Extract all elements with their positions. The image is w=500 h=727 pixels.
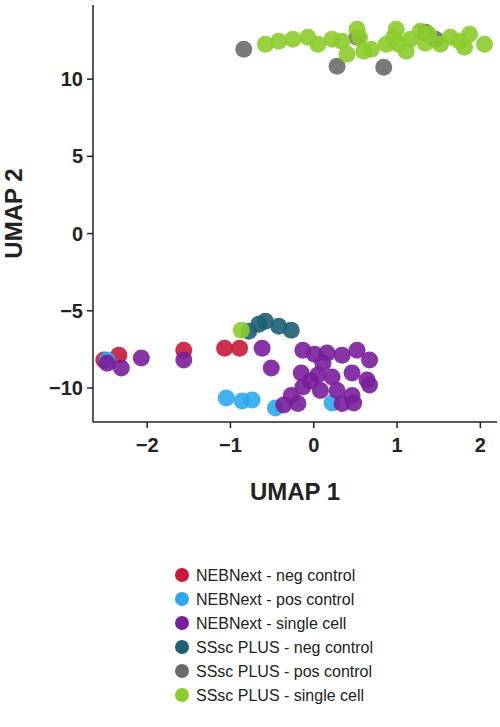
legend-label: NEBNext - single cell: [196, 615, 346, 632]
x-tick: [146, 422, 148, 428]
point: [344, 365, 361, 382]
point: [388, 21, 405, 38]
point: [284, 31, 301, 48]
point: [375, 59, 392, 76]
x-tick-label: 0: [308, 434, 319, 456]
y-tick: [87, 156, 93, 158]
legend-label: NEBNext - pos control: [196, 591, 354, 608]
legend-swatch: [175, 568, 189, 582]
point: [302, 373, 319, 390]
point: [345, 395, 362, 412]
point: [355, 43, 372, 60]
x-axis-title: UMAP 1: [250, 478, 340, 505]
x-tick: [480, 422, 482, 428]
point: [289, 395, 306, 412]
legend-label: SSsc PLUS - pos control: [196, 663, 372, 680]
y-tick-label: −5: [60, 300, 83, 322]
point: [476, 36, 493, 53]
chart: −2−1012−10−50510UMAP 1UMAP 2NEBNext - ne…: [0, 0, 500, 727]
x-tick-label: 1: [391, 434, 402, 456]
legend-swatch: [175, 664, 189, 678]
legend-label: NEBNext - neg control: [196, 567, 355, 584]
point: [361, 377, 378, 394]
point: [254, 340, 271, 357]
point: [235, 41, 252, 58]
legend-swatch: [175, 640, 189, 654]
legend-swatch: [175, 616, 189, 630]
y-tick: [87, 233, 93, 235]
points: [95, 21, 493, 417]
y-tick-label: 10: [61, 68, 83, 90]
legend-swatch: [175, 592, 189, 606]
y-axis: [92, 5, 94, 422]
y-axis-title: UMAP 2: [0, 168, 27, 258]
point: [244, 391, 261, 408]
y-tick: [87, 310, 93, 312]
y-tick-label: 5: [72, 145, 83, 167]
legend-label: SSsc PLUS - neg control: [196, 639, 373, 656]
series: [99, 340, 378, 414]
point: [334, 347, 351, 364]
point: [233, 322, 250, 339]
x-tick-label: −1: [219, 434, 242, 456]
point: [461, 26, 478, 43]
point: [283, 322, 300, 339]
point: [113, 360, 130, 377]
point: [216, 340, 233, 357]
legend-swatch: [175, 688, 189, 702]
legend-label: SSsc PLUS - single cell: [196, 687, 364, 704]
point: [231, 340, 248, 357]
point: [218, 390, 235, 407]
y-tick: [87, 387, 93, 389]
y-tick: [87, 78, 93, 80]
x-axis: [93, 421, 497, 423]
legend: NEBNext - neg control NEBNext - pos contr…: [175, 567, 373, 704]
point: [263, 360, 280, 377]
x-tick: [313, 422, 315, 428]
point: [339, 46, 356, 63]
point: [412, 23, 429, 40]
x-tick: [230, 422, 232, 428]
x-tick-label: 2: [475, 434, 486, 456]
x-tick-label: −2: [136, 434, 159, 456]
point: [361, 352, 378, 369]
point: [349, 21, 366, 38]
y-tick-label: −10: [49, 377, 83, 399]
x-tick: [396, 422, 398, 428]
y-tick-label: 0: [72, 223, 83, 245]
point: [314, 355, 331, 372]
point: [133, 350, 150, 367]
point: [175, 352, 192, 369]
series: [233, 21, 493, 339]
series: [240, 313, 299, 340]
